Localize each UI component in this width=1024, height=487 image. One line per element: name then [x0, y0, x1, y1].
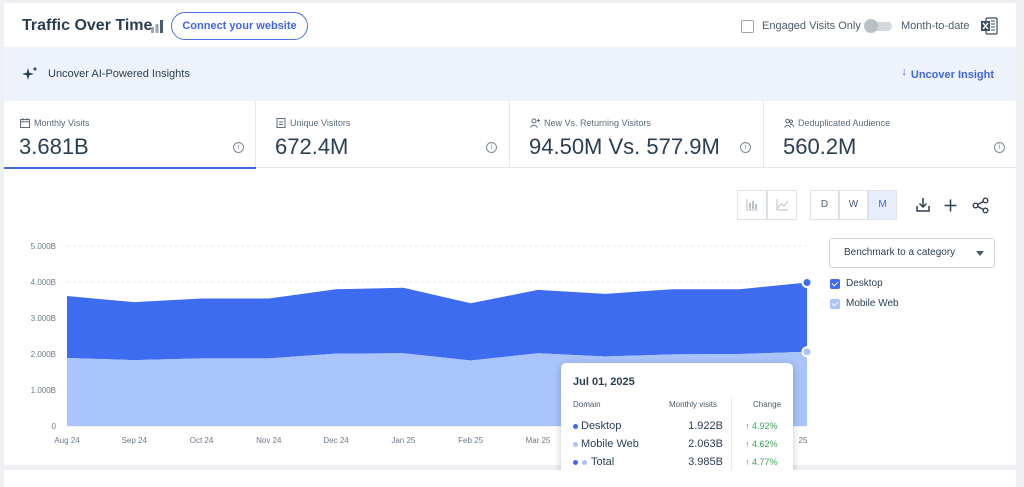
tooltip-date: Jul 01, 2025	[573, 376, 635, 388]
metric-value: 94.50M Vs. 577.9M	[529, 134, 720, 159]
y-tick-label: 2.000B	[31, 350, 56, 359]
info-icon[interactable]: i	[740, 142, 751, 153]
granularity-month[interactable]: M	[868, 190, 897, 220]
tooltip-col-visits: Monthly visits	[669, 400, 718, 409]
users-icon	[784, 118, 794, 128]
x-tick-label: Oct 24	[190, 436, 214, 445]
hover-point-desktop	[801, 277, 813, 289]
hover-point-mobile-web	[801, 346, 813, 358]
legend-label: Mobile Web	[846, 298, 899, 309]
y-tick-label: 0	[52, 422, 57, 431]
y-tick-label: 1.000B	[31, 386, 56, 395]
excel-export-icon[interactable]	[980, 17, 998, 35]
chart-tooltip: Jul 01, 2025 Domain Monthly visits Chang…	[561, 363, 793, 484]
y-tick-label: 3.000B	[31, 314, 56, 323]
share-icon[interactable]	[972, 197, 989, 214]
x-tick-label: Sep 24	[122, 436, 148, 445]
tooltip-col-domain: Domain	[573, 400, 601, 409]
bar-chart-view-button[interactable]	[737, 190, 767, 220]
benchmark-dropdown[interactable]: Benchmark to a category	[829, 238, 995, 268]
granularity-day[interactable]: D	[810, 190, 839, 220]
chevron-down-icon	[976, 251, 984, 256]
arrow-down-icon: ↓	[901, 66, 907, 78]
ai-insights-label: Uncover AI-Powered Insights	[48, 68, 190, 80]
active-metric-underline	[4, 167, 256, 169]
x-tick-label: Nov 24	[256, 436, 282, 445]
engaged-visits-checkbox[interactable]	[741, 19, 754, 33]
month-to-date-label: Month-to-date	[901, 20, 970, 32]
calendar-icon	[20, 118, 30, 128]
metrics-row: Monthly Visits 3.681B i Unique Visitors …	[4, 101, 1016, 169]
tooltip-row-desktop: Desktop 1.922B ↑ 4.92%	[561, 419, 793, 435]
x-tick-label: Feb 25	[458, 436, 483, 445]
tooltip-row-total: Total 3.985B ↑ 4.77%	[561, 455, 793, 471]
y-tick-label: 5.000B	[31, 242, 56, 251]
metric-label: Deduplicated Audience	[798, 118, 891, 128]
month-to-date-switch[interactable]	[864, 19, 892, 33]
metric-label: Unique Visitors	[290, 118, 351, 128]
rank-bars-icon	[151, 20, 163, 33]
bar-chart-icon	[746, 199, 758, 211]
engaged-visits-label: Engaged Visits Only	[762, 20, 861, 32]
x-tick-label: Mar 25	[525, 436, 550, 445]
uncover-insight-button[interactable]: ↓ Uncover Insight	[901, 66, 994, 81]
connect-website-button[interactable]: Connect your website	[171, 12, 308, 40]
metric-monthly-visits[interactable]: Monthly Visits 3.681B i	[4, 101, 256, 169]
user-plus-icon	[530, 118, 540, 128]
x-tick-label: Dec 24	[323, 436, 349, 445]
metric-label: New Vs. Returning Visitors	[544, 118, 651, 128]
download-icon[interactable]	[915, 197, 931, 213]
legend-label: Desktop	[846, 278, 883, 289]
card-title: Traffic Over Time	[22, 17, 153, 34]
metric-label: Monthly Visits	[34, 118, 90, 128]
x-tick-label: 25	[799, 436, 808, 445]
tooltip-col-change: Change	[753, 400, 782, 409]
line-chart-icon	[776, 199, 789, 211]
info-icon[interactable]: i	[233, 142, 244, 153]
legend-mobile-web-checkbox[interactable]	[830, 298, 840, 309]
legend-desktop-checkbox[interactable]	[830, 278, 840, 289]
metric-unique-visitors[interactable]: Unique Visitors 672.4M i	[256, 101, 510, 168]
sparkle-icon	[22, 66, 38, 80]
granularity-week[interactable]: W	[839, 190, 868, 220]
info-icon[interactable]: i	[994, 142, 1005, 153]
ai-insights-bar: Uncover AI-Powered Insights ↓ Uncover Ins…	[4, 47, 1016, 101]
tooltip-row-mobile-web: Mobile Web 2.063B ↑ 4.62%	[561, 437, 793, 453]
next-card-edge	[4, 470, 1016, 487]
legend-desktop[interactable]: Desktop	[830, 278, 883, 289]
info-icon[interactable]: i	[486, 142, 497, 153]
y-tick-label: 4.000B	[31, 278, 56, 287]
metric-new-vs-returning[interactable]: New Vs. Returning Visitors 94.50M Vs. 57…	[510, 101, 764, 168]
line-chart-view-button[interactable]	[767, 190, 797, 220]
engaged-visits-toggle[interactable]: Engaged Visits Only	[741, 18, 861, 34]
metric-value: 3.681B	[19, 134, 89, 159]
metric-value: 560.2M	[783, 134, 857, 159]
x-tick-label: Aug 24	[54, 436, 80, 445]
card-header: Traffic Over Time Connect your website E…	[4, 3, 1016, 47]
document-icon	[276, 118, 286, 128]
legend-mobile-web[interactable]: Mobile Web	[830, 298, 899, 309]
x-tick-label: Jan 25	[391, 436, 416, 445]
metric-value: 672.4M	[275, 134, 349, 159]
add-icon[interactable]	[944, 199, 957, 212]
series-area-desktop	[67, 282, 807, 361]
metric-deduplicated-audience[interactable]: Deduplicated Audience 560.2M i	[764, 101, 1016, 168]
